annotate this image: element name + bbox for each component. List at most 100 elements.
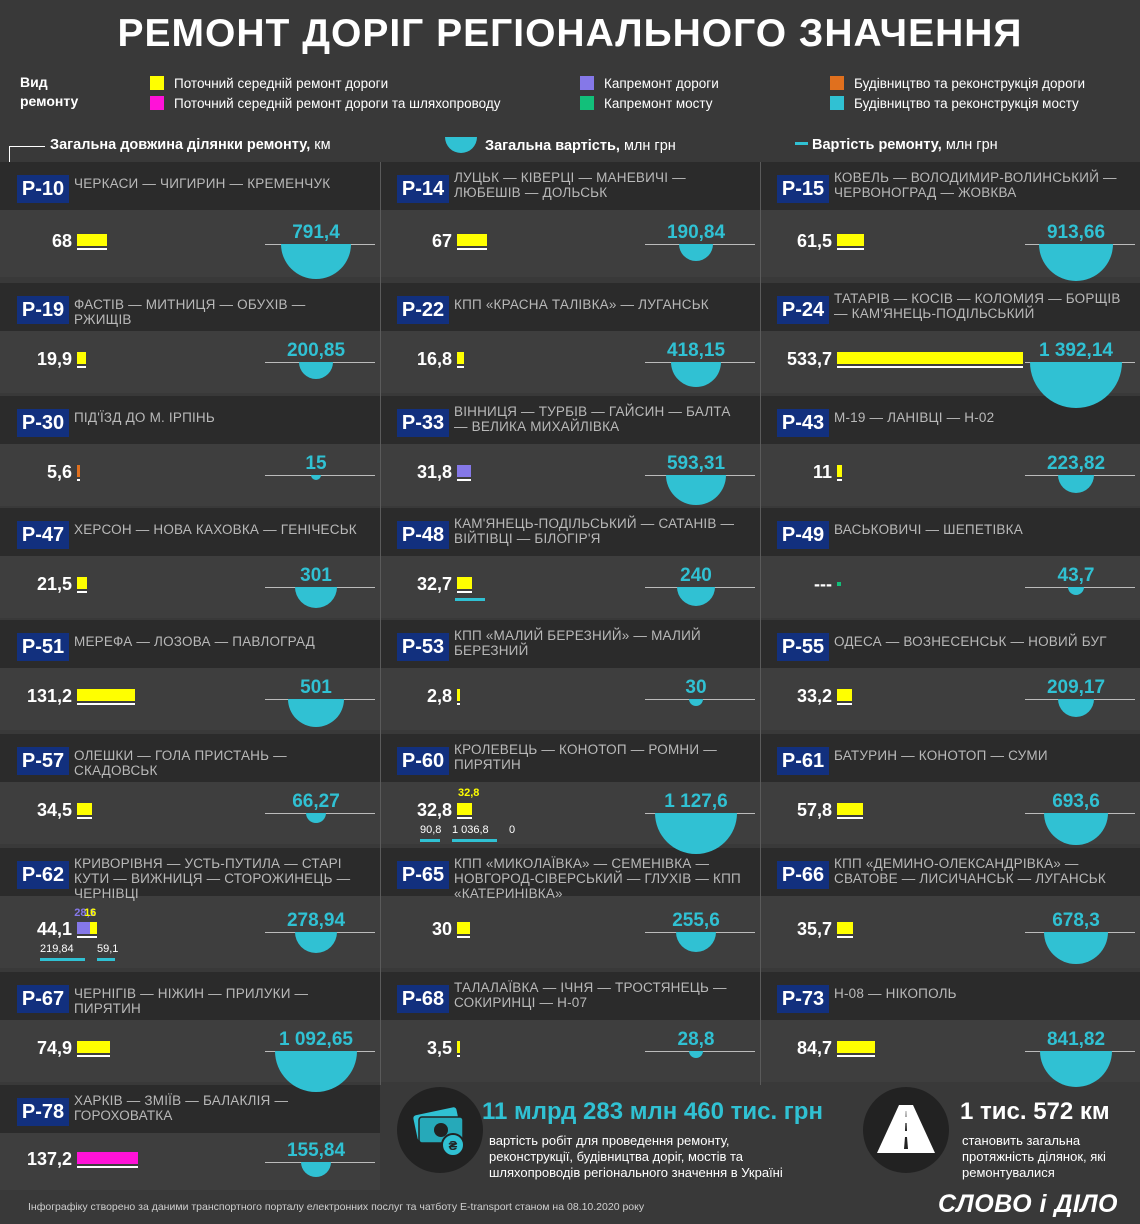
length-bar	[77, 689, 136, 701]
road-code-r-15: Р-15	[777, 175, 829, 203]
road-name-r-51: МЕРЕФА — ЛОЗОВА — ПАВЛОГРАД	[74, 634, 315, 649]
length-bar	[77, 1152, 139, 1164]
length-bar	[457, 234, 487, 246]
legend-label: Капремонт мосту	[604, 96, 713, 111]
length-value: 67	[431, 231, 452, 251]
road-name-r-30: ПІД'ЇЗД ДО М. ІРПІНЬ	[74, 410, 215, 425]
total-cost-value: 791,4	[292, 222, 340, 243]
length-bar	[77, 234, 108, 246]
total-cost-semicircle	[676, 587, 716, 607]
length-underline	[457, 248, 487, 250]
total-cost-semicircle	[676, 932, 716, 952]
road-name-r-55: ОДЕСА — ВОЗНЕСЕНСЬК — НОВИЙ БУГ	[834, 634, 1107, 649]
road-code-r-68: Р-68	[397, 985, 449, 1013]
road-name-r-65: КПП «МИКОЛАЇВКА» — СЕМЕНІВКА — НОВГОРОД-…	[454, 856, 741, 901]
length-underline	[77, 936, 97, 938]
length-bar	[457, 922, 471, 934]
road-code-r-19: Р-19	[17, 296, 69, 324]
length-value: ---	[814, 574, 832, 594]
length-value: 33,2	[796, 686, 832, 706]
row-header-band	[0, 734, 1140, 782]
length-value: 35,7	[796, 919, 832, 939]
length-value: 131,2	[26, 686, 72, 706]
money-icon: ₴	[397, 1087, 483, 1173]
total-cost-semicircle	[311, 475, 321, 480]
legend-label: Капремонт дороги	[604, 76, 719, 91]
length-underline	[837, 1055, 875, 1057]
legend-item-capital_road: Капремонт дороги	[580, 76, 719, 91]
length-underline	[77, 248, 108, 250]
total-cost-value: 28,8	[677, 1029, 715, 1050]
road-name-r-19: ФАСТІВ — МИТНИЦЯ — ОБУХІВ — РЖИЩІВ	[74, 297, 306, 327]
length-value: 3,5	[426, 1038, 452, 1058]
total-cost-value: 913,66	[1046, 222, 1106, 243]
total-cost-value: 278,94	[286, 910, 346, 931]
total-cost-value: 678,3	[1052, 910, 1100, 931]
road-code-r-73: Р-73	[777, 985, 829, 1013]
row-body-band	[0, 556, 1140, 618]
total-length-value: 1 тис. 572 км	[960, 1098, 1110, 1125]
legend-heading: Вид ремонту	[20, 74, 79, 109]
legend-item-current_overpass: Поточний середній ремонт дороги та шляхо…	[150, 96, 501, 111]
total-cost-value: 418,15	[666, 340, 726, 361]
row-body-band	[0, 1020, 1140, 1082]
length-underline	[77, 817, 93, 819]
road-code-r-67: Р-67	[17, 985, 69, 1013]
length-value: 533,7	[786, 349, 832, 369]
total-cost-semicircle	[1067, 587, 1085, 596]
total-cost-caption: вартість робіт для проведення ремонту, р…	[489, 1133, 783, 1180]
total-cost-value: 693,6	[1052, 791, 1100, 812]
road-name-r-78: ХАРКІВ — ЗМІЇВ — БАЛАКЛІЯ — ГОРОХОВАТКА	[74, 1093, 289, 1123]
length-value: 32,7	[416, 574, 452, 594]
total-cost-value: 43,7	[1057, 565, 1095, 586]
road-name-r-66: КПП «ДЕМИНО-ОЛЕКСАНДРІВКА» — СВАТОВЕ — Л…	[834, 856, 1106, 886]
road-code-r-33: Р-33	[397, 409, 449, 437]
total-cost-semicircle	[298, 362, 334, 380]
row-header-band	[0, 620, 1140, 668]
repair-cost-line	[40, 958, 85, 961]
total-cost-value: 66,27	[292, 791, 340, 812]
length-value: 31,8	[416, 462, 452, 482]
length-value: 11	[812, 462, 832, 482]
length-bar	[837, 922, 853, 934]
length-bar	[77, 1041, 111, 1053]
total-cost-header: Загальна вартість, млн грн	[445, 137, 676, 154]
row-body-band	[0, 1133, 380, 1190]
road-code-r-24: Р-24	[777, 296, 829, 324]
length-underline	[77, 591, 87, 593]
total-cost-value: 200,85	[286, 340, 346, 361]
total-cost-semicircle	[1057, 475, 1095, 494]
length-bar	[77, 803, 93, 815]
legend-item-construct_bridge: Будівництво та реконструкція мосту	[830, 96, 1079, 111]
repair-cost-header: Вартість ремонту, млн грн	[795, 137, 998, 153]
length-underline	[77, 479, 80, 481]
length-underline	[457, 817, 472, 819]
bridge-line	[455, 598, 485, 601]
road-code-r-48: Р-48	[397, 521, 449, 549]
row-body-band	[0, 896, 1140, 968]
road-name-r-24: ТАТАРІВ — КОСІВ — КОЛОМИЯ — БОРЩІВ — КАМ…	[834, 291, 1121, 321]
column-divider	[380, 162, 381, 1085]
total-cost-value: 593,31	[666, 453, 726, 474]
length-underline	[457, 1055, 460, 1057]
row-header-band	[0, 162, 1140, 210]
row-header-band	[0, 396, 1140, 444]
length-underline	[837, 703, 852, 705]
repair-cost-label: 219,84	[40, 943, 74, 955]
pointer-line-h	[9, 146, 45, 147]
length-value: 61,5	[796, 231, 832, 251]
row-header-band	[0, 508, 1140, 556]
length-bar	[457, 803, 472, 815]
length-value: 34,5	[36, 800, 72, 820]
row-header-band	[0, 848, 1140, 896]
length-underline	[837, 936, 853, 938]
length-bar	[457, 689, 460, 701]
length-underline	[457, 703, 460, 705]
length-value: 57,8	[796, 800, 832, 820]
row-body-band	[0, 668, 1140, 730]
road-code-r-57: Р-57	[17, 747, 69, 775]
legend-swatch	[580, 96, 594, 110]
road-name-r-68: ТАЛАЛАЇВКА — ІЧНЯ — ТРОСТЯНЕЦЬ — СОКИРИН…	[454, 980, 727, 1010]
legend-label: Будівництво та реконструкція мосту	[854, 96, 1079, 111]
road-name-r-48: КАМ'ЯНЕЦЬ-ПОДІЛЬСЬКИЙ — САТАНІВ — ВІЙТІВ…	[454, 516, 735, 546]
